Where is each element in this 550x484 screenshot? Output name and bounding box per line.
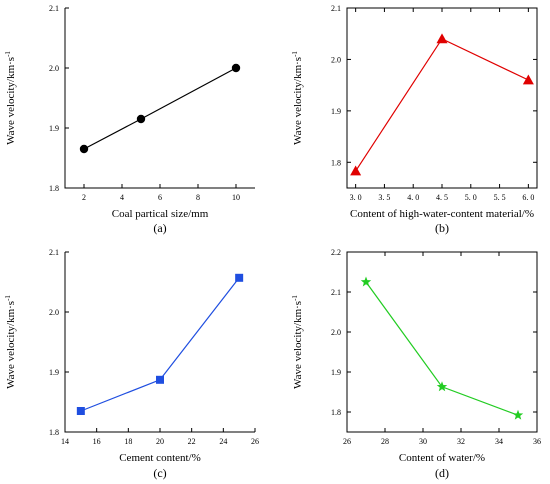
- x-tick-label: 16: [93, 437, 101, 446]
- x-tick-label: 3. 0: [350, 193, 362, 202]
- x-axis-label: Coal partical size/mm: [112, 208, 209, 220]
- x-tick-label: 3. 5: [378, 193, 390, 202]
- panel-label: (b): [435, 221, 449, 235]
- x-tick-label: 14: [61, 437, 69, 446]
- x-tick-label: 36: [533, 437, 541, 446]
- y-tick-label: 1.8: [331, 408, 341, 417]
- x-tick-label: 6. 0: [522, 193, 534, 202]
- y-axis-label-superscript: -1: [291, 295, 299, 301]
- y-axis-label: Wave velocity/km·s-1: [4, 295, 17, 389]
- chart-panel-a: 1.8 1.9 2.0 2.1 2 4 6 8 10 Coal partical size/mm W…: [4, 4, 255, 235]
- x-tick-label: 34: [495, 437, 503, 446]
- x-tick-label: 10: [232, 193, 240, 202]
- y-axis-label-text: Wave velocity/km·s: [5, 57, 17, 145]
- x-tick-label: 32: [457, 437, 465, 446]
- data-point: [522, 74, 534, 85]
- x-tick-label: 18: [124, 437, 132, 446]
- y-axis-label-superscript: -1: [4, 51, 12, 57]
- axes: [64, 252, 255, 433]
- x-tick-label: 2: [82, 193, 86, 202]
- data-point: [76, 407, 85, 415]
- x-tick-label: 4. 5: [436, 193, 448, 202]
- series-line: [365, 281, 519, 416]
- x-tick-label: 5. 0: [465, 193, 477, 202]
- x-tick-label: 4. 0: [407, 193, 419, 202]
- y-axis-label-text: Wave velocity/km·s: [5, 301, 17, 389]
- x-tick-label: 20: [156, 437, 164, 446]
- y-axis-label-text: Wave velocity/km·s: [292, 301, 304, 389]
- y-axis-label-superscript: -1: [4, 295, 12, 301]
- data-point: [156, 375, 164, 384]
- y-axis-label-text: Wave velocity/km·s: [292, 57, 304, 145]
- chart-panel-d: 1.8 1.9 2.0 2.1 2.2 26 28 30 32 34 36 Content of wa…: [291, 248, 541, 480]
- y-tick-label: 1.9: [331, 107, 341, 116]
- y-axis-label: Wave velocity/km·s-1: [291, 51, 304, 145]
- data-point: [235, 273, 244, 282]
- data-point: [136, 114, 146, 124]
- x-tick-label: 4: [120, 193, 124, 202]
- y-tick-label: 1.9: [49, 368, 59, 377]
- chart-panel-c: 1.8 1.9 2.0 2.1 14 16 18 20 22 24 26 Cement content…: [4, 248, 259, 480]
- y-tick-label: 2.1: [331, 288, 341, 297]
- x-tick-label: 26: [251, 437, 259, 446]
- panel-label: (a): [153, 221, 166, 235]
- x-axis-label: Content of water/%: [399, 452, 485, 464]
- y-tick-label: 2.2: [331, 248, 341, 257]
- y-tick-label: 1.8: [331, 158, 341, 167]
- y-axis-label: Wave velocity/km·s-1: [291, 295, 304, 389]
- x-tick-label: 28: [381, 437, 389, 446]
- x-tick-label: 6: [158, 193, 162, 202]
- x-tick-label: 22: [188, 437, 196, 446]
- x-tick-label: 30: [419, 437, 427, 446]
- plot-frame: [346, 251, 538, 433]
- y-tick-label: 2.1: [331, 4, 341, 13]
- data-point: [350, 165, 362, 176]
- axes: [64, 8, 255, 189]
- y-tick-label: 1.9: [49, 124, 59, 133]
- x-tick-label: 26: [343, 437, 351, 446]
- x-tick-label: 8: [196, 193, 200, 202]
- y-tick-label: 1.9: [331, 368, 341, 377]
- data-point: [436, 381, 448, 392]
- x-axis-label: Cement content/%: [119, 452, 201, 464]
- series-line: [80, 277, 240, 412]
- y-tick-label: 2.0: [331, 328, 341, 337]
- y-axis-label: Wave velocity/km·s-1: [4, 51, 17, 145]
- x-tick-label: 5. 5: [494, 193, 506, 202]
- series-line: [83, 67, 237, 150]
- data-point: [360, 276, 372, 287]
- panel-label: (d): [435, 466, 449, 480]
- y-tick-label: 2.1: [49, 248, 59, 257]
- y-tick-label: 2.0: [331, 55, 341, 64]
- panel-label: (c): [153, 466, 166, 480]
- y-tick-label: 1.8: [49, 428, 59, 437]
- series-line: [355, 38, 529, 172]
- data-point: [436, 33, 448, 44]
- y-tick-label: 2.0: [49, 64, 59, 73]
- y-axis-label-superscript: -1: [291, 51, 299, 57]
- x-axis-label: Content of high-water-content material/%: [350, 208, 534, 220]
- y-tick-label: 2.1: [49, 4, 59, 13]
- y-tick-label: 2.0: [49, 308, 59, 317]
- y-tick-label: 1.8: [49, 184, 59, 193]
- data-point: [512, 409, 524, 420]
- data-point: [231, 63, 241, 73]
- data-point: [79, 144, 89, 154]
- chart-panel-b: 1.8 1.9 2.0 2.1 3. 0 3. 5 4. 0 4. 5 5. 0 5. 5 6. 0…: [291, 4, 538, 235]
- x-tick-label: 24: [219, 437, 227, 446]
